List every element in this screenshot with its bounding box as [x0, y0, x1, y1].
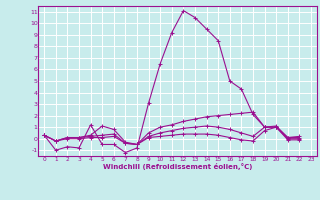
X-axis label: Windchill (Refroidissement éolien,°C): Windchill (Refroidissement éolien,°C) [103, 163, 252, 170]
